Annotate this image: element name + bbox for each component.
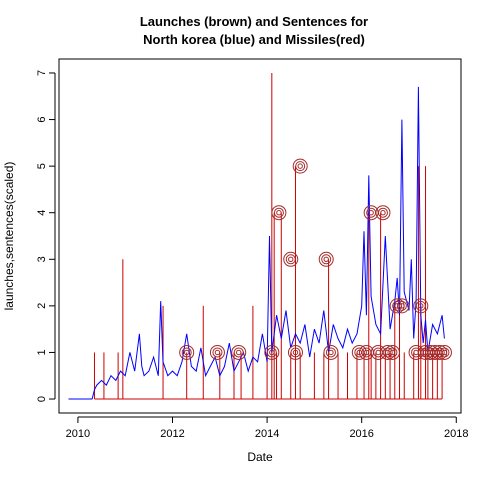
y-tick-label: 1: [36, 349, 48, 355]
launches-series: [180, 159, 452, 359]
x-tick-label: 2012: [160, 428, 184, 440]
y-axis-label: launches,sentences(scaled): [2, 162, 16, 311]
launch-marker: [232, 345, 246, 359]
x-axis-label: Date: [247, 450, 273, 464]
launch-marker: [210, 345, 224, 359]
chart-title-line-2: North korea (blue) and Missiles(red): [143, 32, 365, 47]
x-tick-label: 2018: [444, 428, 468, 440]
y-tick-label: 7: [36, 70, 48, 76]
y-tick-label: 0: [36, 396, 48, 402]
launch-marker: [319, 252, 333, 266]
y-tick-label: 5: [36, 163, 48, 169]
launch-marker: [284, 252, 298, 266]
x-tick-label: 2016: [349, 428, 373, 440]
launch-marker: [324, 345, 338, 359]
chart-title-line-1: Launches (brown) and Sentences for: [140, 14, 368, 29]
series-layer: [69, 73, 452, 399]
y-tick-label: 6: [36, 116, 48, 122]
x-tick-label: 2014: [255, 428, 279, 440]
y-tick-label: 2: [36, 303, 48, 309]
y-tick-label: 3: [36, 256, 48, 262]
launch-marker: [293, 159, 307, 173]
launch-marker: [272, 206, 286, 220]
launch-marker: [376, 206, 390, 220]
x-tick-label: 2010: [66, 428, 90, 440]
y-tick-label: 4: [36, 210, 48, 216]
